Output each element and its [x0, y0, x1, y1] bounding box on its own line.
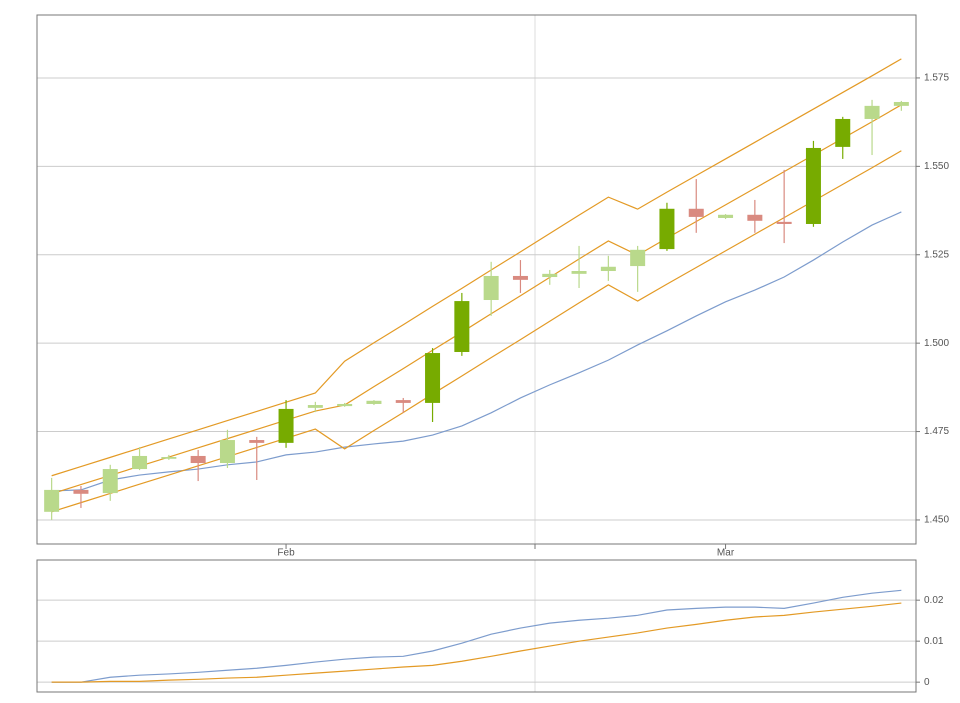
candle-body: [219, 440, 235, 464]
candle-body: [776, 221, 792, 224]
line-series: [51, 150, 902, 513]
y-tick-label: 1.475: [924, 426, 949, 437]
candle-body: [600, 266, 616, 272]
candle-body: [161, 457, 177, 459]
candle-body: [747, 214, 763, 221]
plot-frame: [36, 14, 917, 545]
y-tick-label: 1.500: [924, 338, 949, 349]
candle-body: [542, 273, 558, 278]
candle-body: [337, 403, 353, 407]
candle-body: [688, 208, 704, 217]
line-series: [51, 58, 902, 477]
y-tick-label: 0: [924, 677, 930, 688]
candle-body: [805, 147, 821, 224]
line-series: [51, 104, 902, 495]
y-tick-label: 1.550: [924, 161, 949, 172]
line-series: [51, 589, 902, 683]
candle-body: [425, 353, 441, 403]
x-tick-label: Feb: [277, 548, 295, 559]
candle-body: [73, 489, 89, 494]
y-tick-label: 0.01: [924, 636, 944, 647]
candle-body: [307, 405, 323, 408]
candle-body: [835, 118, 851, 147]
candle-body: [395, 400, 411, 403]
candle-body: [483, 275, 499, 301]
candle-body: [454, 301, 470, 352]
candle-body: [630, 249, 646, 267]
candle-body: [571, 271, 587, 274]
y-tick-label: 1.575: [924, 73, 949, 84]
candle-body: [366, 400, 382, 404]
line-series: [51, 602, 902, 683]
candle-body: [512, 275, 528, 280]
candle-body: [249, 440, 265, 443]
candle-body: [659, 208, 675, 250]
candle-body: [44, 489, 60, 512]
candle-body: [132, 455, 148, 470]
line-series: [51, 211, 902, 492]
y-tick-label: 1.525: [924, 249, 949, 260]
candle-body: [102, 469, 118, 494]
candle-body: [718, 214, 734, 218]
plot-frame: [36, 559, 917, 693]
candle-body: [893, 101, 909, 106]
x-tick-label: Mar: [717, 548, 735, 559]
candle-body: [864, 105, 880, 119]
y-tick-label: 1.450: [924, 515, 949, 526]
candle-body: [278, 408, 294, 443]
candle-body: [190, 455, 206, 464]
y-tick-label: 0.02: [924, 595, 944, 606]
